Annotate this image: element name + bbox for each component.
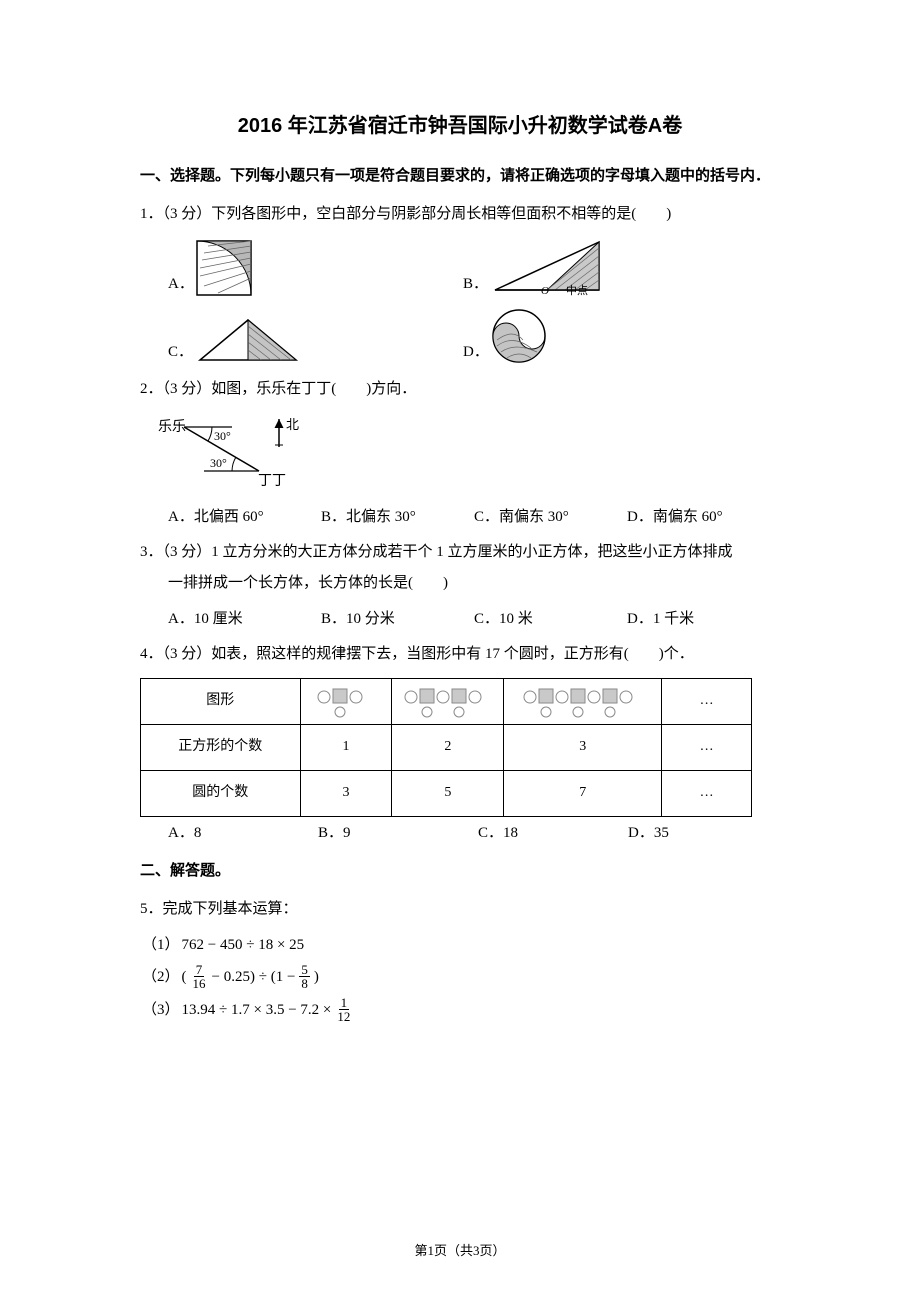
q5-i1-expr: 762 − 450 ÷ 18 × 25 — [182, 933, 305, 957]
q5-item-1: （1） 762 − 450 ÷ 18 × 25 — [142, 933, 780, 957]
q1-stem: 1．（3 分）下列各图形中，空白部分与阴影部分周长相等但面积不相等的是( ) — [140, 201, 780, 228]
q5-i2-prefix: （2） — [142, 965, 180, 989]
frac-den: 12 — [335, 1010, 352, 1023]
fraction-icon: 7 16 — [191, 963, 208, 990]
q4-table: 图形 … 正方形的个数 — [140, 678, 752, 817]
q2-lele-label: 乐乐 — [158, 419, 186, 435]
q3-choice-a: A．10 厘米 — [168, 607, 321, 631]
q5-i1-prefix: （1） — [142, 933, 180, 957]
table-cell: 3 — [504, 725, 662, 771]
q4-pattern-2 — [392, 679, 504, 725]
table-cell: 7 — [504, 771, 662, 817]
q3-choice-b: B．10 分米 — [321, 607, 474, 631]
q4-pattern-ellipsis: … — [662, 679, 752, 725]
q4-pattern-3 — [504, 679, 662, 725]
q2-choice-c: C．南偏东 30° — [474, 505, 627, 529]
q2-choice-b: B．北偏东 30° — [321, 505, 474, 529]
q1-figure-c — [196, 316, 301, 364]
q1-choice-b: B． O 中点 — [463, 238, 758, 296]
q4-choice-b: B．9 — [318, 821, 478, 845]
q1-choice-c: C． — [168, 308, 463, 364]
q5-i3-prefix: （3） — [142, 998, 180, 1022]
q3-stem-1: 3．（3 分）1 立方分米的大正方体分成若干个 1 立方厘米的小正方体，把这些小… — [140, 539, 780, 566]
q2-angle-top: 30° — [214, 429, 231, 443]
section-2-header: 二、解答题。 — [140, 855, 780, 888]
question-5: 5．完成下列基本运算： （1） 762 − 450 ÷ 18 × 25 （2） … — [140, 896, 780, 1023]
frac-den: 8 — [299, 977, 310, 990]
q4-row-figure: 图形 — [141, 679, 301, 725]
fraction-icon: 5 8 — [299, 963, 310, 990]
q3-choice-d: D．1 千米 — [627, 607, 780, 631]
table-cell: … — [662, 771, 752, 817]
q1-label-b: B． — [463, 272, 485, 296]
q3-choice-c: C．10 米 — [474, 607, 627, 631]
q4-choice-d: D．35 — [628, 821, 669, 845]
fraction-icon: 1 12 — [335, 996, 352, 1023]
q4-row-circles: 圆的个数 — [141, 771, 301, 817]
frac-num: 1 — [339, 996, 350, 1010]
q5-i3-left: 13.94 ÷ 1.7 × 3.5 − 7.2 × — [182, 998, 332, 1022]
q5-i2-mid: − 0.25) ÷ (1 − — [212, 965, 296, 989]
frac-den: 16 — [191, 977, 208, 990]
q2-dingding-label: 丁丁 — [258, 474, 286, 489]
table-cell: 3 — [300, 771, 392, 817]
question-1: 1．（3 分）下列各图形中，空白部分与阴影部分周长相等但面积不相等的是( ) A… — [140, 201, 780, 364]
q5-stem: 5．完成下列基本运算： — [140, 896, 780, 923]
q1-choice-a: A． — [168, 238, 463, 296]
q4-stem: 4．（3 分）如表，照这样的规律摆下去，当图形中有 17 个圆时，正方形有( )… — [140, 641, 780, 668]
q4-row-squares: 正方形的个数 — [141, 725, 301, 771]
q2-choice-d: D．南偏东 60° — [627, 505, 780, 529]
question-2: 2．（3 分）如图，乐乐在丁丁( )方向． 乐乐 30° 30° 丁丁 北 A．… — [140, 376, 780, 529]
q1-choice-d: D． — [463, 308, 758, 364]
q4-choice-c: C．18 — [478, 821, 628, 845]
q2-stem: 2．（3 分）如图，乐乐在丁丁( )方向． — [140, 376, 780, 403]
q1-figure-b: O 中点 — [491, 238, 606, 296]
q5-item-3: （3） 13.94 ÷ 1.7 × 3.5 − 7.2 × 1 12 — [142, 996, 780, 1023]
frac-num: 5 — [299, 963, 310, 977]
question-4: 4．（3 分）如表，照这样的规律摆下去，当图形中有 17 个圆时，正方形有( )… — [140, 641, 780, 845]
question-3: 3．（3 分）1 立方分米的大正方体分成若干个 1 立方厘米的小正方体，把这些小… — [140, 539, 780, 631]
table-cell: 5 — [392, 771, 504, 817]
q1-label-c: C． — [168, 340, 190, 364]
q4-pattern-1 — [300, 679, 392, 725]
q2-figure: 乐乐 30° 30° 丁丁 北 — [154, 413, 319, 493]
q1-label-a: A． — [168, 272, 190, 296]
table-cell: 1 — [300, 725, 392, 771]
q5-i2-open: ( — [182, 965, 187, 989]
q5-item-2: （2） ( 7 16 − 0.25) ÷ (1 − 5 8 ) — [142, 963, 780, 990]
frac-num: 7 — [194, 963, 205, 977]
page-footer: 第1页（共3页） — [0, 1241, 920, 1262]
q1-figure-a — [196, 240, 252, 296]
exam-title: 2016 年江苏省宿迁市钟吾国际小升初数学试卷A卷 — [140, 110, 780, 142]
table-cell: … — [662, 725, 752, 771]
q1-figure-d — [491, 308, 547, 364]
q2-choice-a: A．北偏西 60° — [168, 505, 321, 529]
section-1-header: 一、选择题。下列每小题只有一项是符合题目要求的，请将正确选项的字母填入题中的括号… — [140, 160, 780, 193]
q2-north-label: 北 — [286, 417, 299, 432]
q2-angle-bottom: 30° — [210, 456, 227, 470]
table-cell: 2 — [392, 725, 504, 771]
q1-label-d: D． — [463, 340, 485, 364]
q5-i2-close: ) — [314, 965, 319, 989]
q3-stem-2: 一排拼成一个长方体，长方体的长是( ) — [168, 570, 780, 597]
q4-choice-a: A．8 — [168, 821, 318, 845]
